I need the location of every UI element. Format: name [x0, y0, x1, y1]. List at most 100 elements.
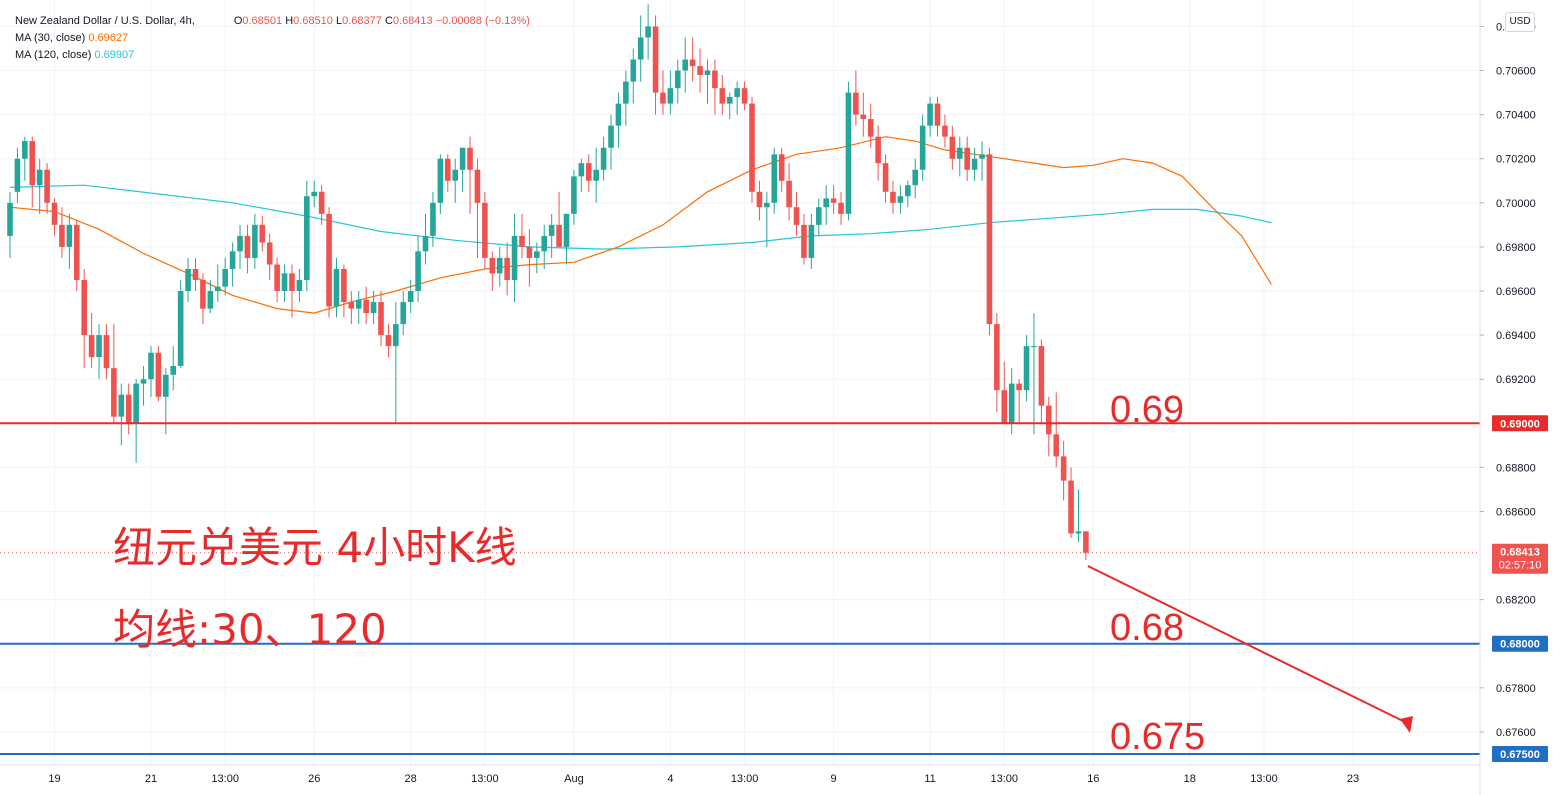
- candle-body: [304, 196, 310, 280]
- candle-body: [437, 158, 444, 203]
- candle-body: [682, 59, 689, 71]
- level-label-069: 0.69: [1110, 389, 1184, 431]
- last-price-badge: [1492, 543, 1548, 574]
- down-arrow-head: [1400, 716, 1413, 733]
- candle-body: [259, 224, 266, 243]
- candle-body: [59, 224, 65, 247]
- candle-body: [593, 169, 599, 181]
- candle-body: [756, 191, 763, 208]
- candle-body: [608, 125, 614, 148]
- candle-body: [140, 379, 147, 384]
- candle-body: [704, 70, 711, 75]
- candle-body: [526, 246, 533, 258]
- x-tick-label: Aug: [564, 773, 584, 785]
- candle-body: [541, 235, 548, 252]
- candle-body: [637, 37, 644, 60]
- level-badge-label: 0.67500: [1500, 749, 1540, 761]
- ma120-group: [9, 184, 1272, 250]
- candle-body: [452, 169, 458, 181]
- candle-body: [318, 191, 325, 214]
- ohlc-low: L0.68377: [335, 15, 382, 27]
- x-tick-label: 13:00: [1250, 773, 1278, 785]
- candle-body: [96, 335, 102, 358]
- candle-body: [741, 88, 748, 104]
- candle-body: [118, 394, 125, 417]
- candle-body: [1060, 456, 1067, 481]
- candle-body: [459, 147, 466, 170]
- candle-body: [979, 154, 985, 159]
- x-tick-label: 23: [1347, 773, 1359, 785]
- candle-body: [229, 251, 236, 269]
- candle-body: [326, 213, 332, 307]
- candle-body: [133, 383, 139, 424]
- arrow-group: [1087, 565, 1413, 733]
- candle-body: [274, 264, 280, 292]
- candle-body: [474, 169, 481, 203]
- candle-body: [1001, 390, 1008, 424]
- close-value: 0.68413: [392, 15, 433, 27]
- candle-body: [14, 158, 21, 192]
- currency-button[interactable]: USD: [1505, 12, 1535, 32]
- candle-body: [311, 191, 318, 197]
- candle-body: [1083, 531, 1089, 553]
- candle-body: [971, 158, 978, 170]
- annotation-title: 纽元兑美元 4小时K线: [113, 523, 517, 572]
- candle-body: [905, 185, 911, 197]
- ma30-line: [9, 136, 1272, 314]
- candle-body: [830, 198, 837, 203]
- candle-body: [237, 235, 243, 252]
- candle-body: [912, 169, 919, 186]
- candle-body: [370, 302, 377, 314]
- candle-body: [207, 291, 214, 309]
- candle-body: [860, 114, 867, 120]
- candle-body: [125, 394, 132, 424]
- chart-legend: New Zealand Dollar / U.S. Dollar, 4h, O0…: [15, 13, 530, 64]
- candle-body: [949, 136, 956, 159]
- candle-body: [571, 176, 577, 214]
- ohlc-close: C0.68413: [384, 15, 433, 27]
- candle-body: [7, 202, 13, 236]
- y-tick-label: 0.68200: [1496, 595, 1536, 607]
- candle-body: [1008, 383, 1015, 424]
- x-tick-label: 21: [145, 773, 157, 785]
- legend-ma30-row[interactable]: MA (30, close) 0.69627: [15, 30, 530, 47]
- y-tick-label: 0.70000: [1496, 198, 1536, 210]
- candle-body: [808, 224, 815, 258]
- candle-body: [348, 302, 355, 309]
- candle-body: [793, 207, 800, 225]
- candle-body: [415, 251, 421, 292]
- candle-body: [214, 286, 221, 292]
- y-tick-label: 0.69600: [1496, 286, 1536, 298]
- candle-body: [986, 154, 993, 325]
- ma120-value: 0.69907: [94, 49, 135, 61]
- candle-body: [281, 273, 288, 292]
- candle-body: [482, 202, 488, 258]
- candle-body: [66, 224, 73, 247]
- candle-body: [994, 324, 1000, 391]
- y-tick-label: 0.69800: [1496, 242, 1536, 254]
- candle-body: [29, 141, 36, 186]
- candle-body: [504, 257, 510, 280]
- candle-body: [148, 352, 154, 380]
- candle-body: [355, 299, 362, 309]
- candle-body: [252, 224, 258, 258]
- x-tick-label: 13:00: [211, 773, 239, 785]
- candle-body: [578, 163, 585, 177]
- candle-body: [393, 324, 399, 347]
- x-tick-label: 28: [405, 773, 417, 785]
- candle-body: [689, 59, 696, 67]
- legend-ma120-row[interactable]: MA (120, close) 0.69907: [15, 47, 530, 64]
- candle-body: [222, 268, 228, 287]
- x-tick-label: 16: [1087, 773, 1099, 785]
- level-label-0675: 0.675: [1110, 716, 1206, 758]
- candle-body: [712, 70, 718, 89]
- candle-body: [697, 66, 703, 75]
- y-tick-label: 0.67800: [1496, 683, 1536, 695]
- candle-body: [422, 235, 429, 252]
- candle-body: [81, 279, 87, 336]
- candles-group: [7, 4, 1089, 560]
- candle-body: [363, 299, 369, 314]
- candle-body: [838, 202, 844, 214]
